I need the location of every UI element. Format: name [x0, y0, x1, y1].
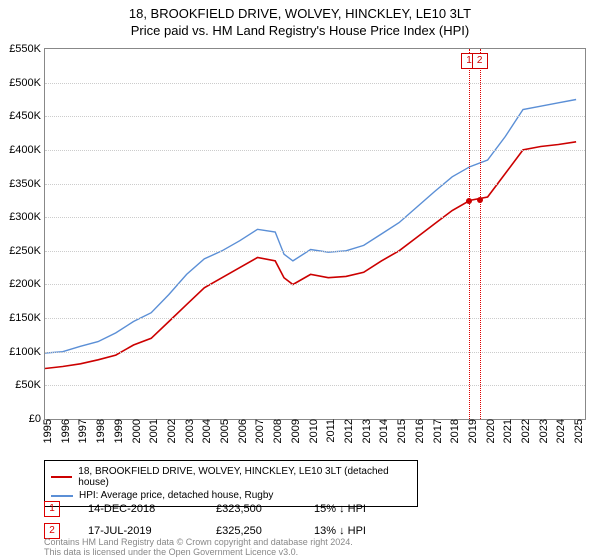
x-axis-label: 2001	[148, 419, 160, 443]
marker-date-1: 14-DEC-2018	[88, 503, 188, 515]
y-axis-label: £350K	[9, 178, 41, 190]
x-axis-label: 2010	[308, 419, 320, 443]
x-axis-label: 2023	[538, 419, 550, 443]
series-line-property	[45, 142, 576, 369]
chart-subtitle: Price paid vs. HM Land Registry's House …	[0, 21, 600, 38]
x-axis-label: 2016	[414, 419, 426, 443]
legend-swatch-property	[51, 476, 72, 478]
x-axis-label: 2015	[396, 419, 408, 443]
x-axis-label: 2009	[290, 419, 302, 443]
marker-dot	[466, 198, 472, 204]
y-axis-label: £50K	[15, 379, 41, 391]
y-axis-label: £300K	[9, 211, 41, 223]
marker-price-1: £323,500	[216, 503, 286, 515]
y-axis-label: £0	[29, 413, 41, 425]
x-axis-label: 2004	[201, 419, 213, 443]
marker-vline	[480, 49, 481, 419]
marker-pct-1: 15% ↓ HPI	[314, 503, 384, 515]
marker-date-2: 17-JUL-2019	[88, 525, 188, 537]
chart-title: 18, BROOKFIELD DRIVE, WOLVEY, HINCKLEY, …	[0, 0, 600, 21]
x-axis-label: 2005	[219, 419, 231, 443]
marker-badge-1: 1	[44, 501, 60, 517]
x-axis-label: 2022	[520, 419, 532, 443]
legend-swatch-hpi	[51, 495, 73, 497]
series-line-hpi	[45, 100, 576, 354]
marker-price-2: £325,250	[216, 525, 286, 537]
y-axis-label: £100K	[9, 346, 41, 358]
x-axis-label: 1997	[77, 419, 89, 443]
x-axis-label: 2006	[237, 419, 249, 443]
y-axis-label: £450K	[9, 110, 41, 122]
marker-table: 1 14-DEC-2018 £323,500 15% ↓ HPI 2 17-JU…	[44, 498, 384, 542]
gridline	[45, 385, 585, 386]
line-plot	[45, 49, 585, 419]
y-axis-label: £150K	[9, 312, 41, 324]
gridline	[45, 83, 585, 84]
marker-row-1: 1 14-DEC-2018 £323,500 15% ↓ HPI	[44, 498, 384, 520]
footnote-line-2: This data is licensed under the Open Gov…	[44, 548, 353, 558]
y-axis-label: £500K	[9, 77, 41, 89]
gridline	[45, 284, 585, 285]
y-axis-label: £200K	[9, 278, 41, 290]
x-axis-label: 2014	[378, 419, 390, 443]
x-axis-label: 2024	[555, 419, 567, 443]
marker-vline	[469, 49, 470, 419]
x-axis-label: 2008	[272, 419, 284, 443]
x-axis-label: 2021	[502, 419, 514, 443]
x-axis-label: 1999	[113, 419, 125, 443]
gridline	[45, 251, 585, 252]
gridline	[45, 217, 585, 218]
x-axis-label: 2011	[325, 419, 337, 443]
gridline	[45, 150, 585, 151]
chart-container: 18, BROOKFIELD DRIVE, WOLVEY, HINCKLEY, …	[0, 0, 600, 560]
x-axis-label: 2018	[449, 419, 461, 443]
x-axis-label: 2002	[166, 419, 178, 443]
x-axis-label: 2012	[343, 419, 355, 443]
gridline	[45, 184, 585, 185]
x-axis-label: 2013	[361, 419, 373, 443]
x-axis-label: 1996	[60, 419, 72, 443]
x-axis-label: 2007	[254, 419, 266, 443]
marker-box: 2	[472, 53, 488, 69]
gridline	[45, 318, 585, 319]
y-axis-label: £250K	[9, 245, 41, 257]
x-axis-label: 2025	[573, 419, 585, 443]
x-axis-label: 2003	[184, 419, 196, 443]
x-axis-label: 2019	[467, 419, 479, 443]
legend-label-property: 18, BROOKFIELD DRIVE, WOLVEY, HINCKLEY, …	[78, 466, 411, 488]
legend-item-property: 18, BROOKFIELD DRIVE, WOLVEY, HINCKLEY, …	[51, 465, 411, 489]
footnote: Contains HM Land Registry data © Crown c…	[44, 538, 353, 558]
y-axis-label: £550K	[9, 43, 41, 55]
marker-pct-2: 13% ↓ HPI	[314, 525, 384, 537]
gridline	[45, 352, 585, 353]
x-axis-label: 2020	[485, 419, 497, 443]
x-axis-label: 2000	[131, 419, 143, 443]
x-axis-label: 1995	[42, 419, 54, 443]
x-axis-label: 2017	[432, 419, 444, 443]
gridline	[45, 116, 585, 117]
x-axis-label: 1998	[95, 419, 107, 443]
marker-dot	[477, 197, 483, 203]
chart-plot-area: £0£50K£100K£150K£200K£250K£300K£350K£400…	[44, 48, 586, 420]
y-axis-label: £400K	[9, 144, 41, 156]
